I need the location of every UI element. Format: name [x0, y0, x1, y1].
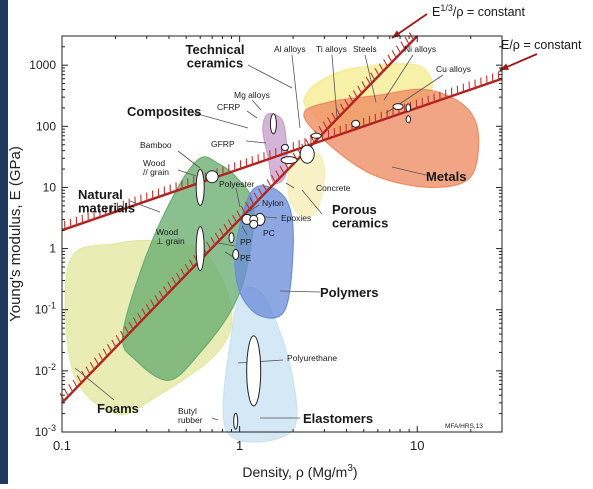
label-nylon: Nylon	[262, 198, 284, 208]
label-line-e-rho: E/ρ = constant	[501, 38, 582, 52]
label-cu-alloys: Cu alloys	[436, 64, 471, 74]
ellipse-pe	[233, 250, 239, 260]
label-ti-alloys: Ti alloys	[316, 44, 347, 54]
label-pc: PC	[263, 228, 275, 238]
ellipse-cu-alloys	[406, 116, 410, 123]
label-polymers: Polymers	[320, 285, 379, 300]
ellipse-mg-alloys	[282, 145, 289, 151]
ellipse-concrete	[300, 145, 314, 163]
ellipse-bamboo	[206, 171, 218, 183]
ellipse-al-alloys	[311, 133, 321, 138]
label-credit: MFA/HRS,13	[445, 423, 483, 430]
y-tick-label: 100	[36, 119, 56, 133]
label-pp: PP	[240, 237, 252, 247]
left-border-strip	[0, 0, 8, 484]
ellipse-steels	[393, 104, 403, 110]
label-ni-alloys: Ni alloys	[404, 44, 436, 54]
ellipse-wood-grain	[196, 169, 204, 205]
ellipse-butyl-rubber	[234, 413, 238, 429]
ellipse-pc	[250, 220, 258, 228]
y-tick-label: 1000	[29, 58, 56, 72]
ellipse-ti-alloys	[352, 120, 360, 127]
x-tick-label: 1	[236, 438, 243, 453]
label-bamboo: Bamboo	[140, 140, 172, 150]
label-mg-alloys: Mg alloys	[234, 90, 270, 100]
y-tick-label: 10	[43, 180, 57, 194]
label-elastomers: Elastomers	[303, 411, 373, 426]
label-wood-parallel: Wood// grain	[143, 158, 169, 177]
label-al-alloys: Al alloys	[274, 44, 306, 54]
label-metals: Metals	[426, 169, 466, 184]
ellipse-cfrp	[270, 114, 276, 134]
y-tick-label: 1	[49, 242, 56, 256]
y-axis-title: Young's modulus, E (GPa)	[7, 146, 24, 322]
label-polyester: Polyester	[219, 179, 255, 189]
label-concrete: Concrete	[316, 183, 351, 193]
x-tick-label: 10	[410, 438, 424, 453]
label-epoxies: Epoxies	[281, 213, 311, 223]
ellipse-polyurethane	[247, 336, 261, 406]
x-tick-label: 0.1	[53, 438, 71, 453]
label-pe: PE	[240, 253, 252, 263]
y-tick-label: 10-1	[35, 301, 56, 317]
ellipse-pp	[229, 233, 234, 243]
label-steels: Steels	[353, 44, 377, 54]
annotation-arrow-e13-rho	[392, 14, 427, 38]
y-tick-label: 10-2	[35, 362, 56, 378]
label-polyurethane: Polyurethane	[287, 353, 337, 363]
annotation-arrow-e-rho	[500, 54, 537, 70]
y-tick-label: 10-3	[35, 423, 56, 439]
label-composites: Composites	[127, 104, 201, 119]
ellipse-wood-grain	[196, 227, 204, 271]
label-gfrp: GFRP	[211, 139, 235, 149]
label-line-e13-rho: E1/3/ρ = constant	[432, 3, 525, 19]
ellipse-ni-alloys	[406, 104, 410, 112]
x-axis-title: Density, ρ (Mg/m3)	[242, 463, 357, 480]
label-cfrp: CFRP	[217, 102, 240, 112]
label-foams: Foams	[97, 401, 139, 416]
ellipse-gfrp	[281, 157, 297, 164]
